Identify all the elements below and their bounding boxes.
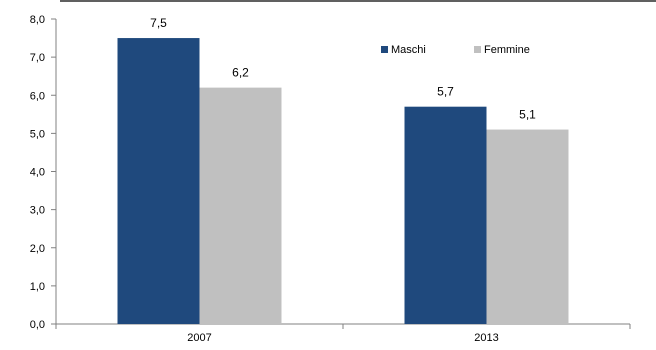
y-tick-label: 8,0 bbox=[30, 14, 45, 26]
bar-maschi-2007 bbox=[117, 38, 200, 324]
data-label: 7,5 bbox=[150, 16, 167, 30]
bar-maschi-2013 bbox=[404, 106, 487, 324]
x-axis: 2007 2013 bbox=[55, 323, 631, 344]
y-tick-label: 6,0 bbox=[30, 90, 45, 102]
y-tick-label: 5,0 bbox=[30, 128, 45, 140]
legend-label-maschi: Maschi bbox=[391, 44, 426, 56]
bar-femmine-2007 bbox=[199, 87, 282, 324]
legend-label-femmine: Femmine bbox=[484, 44, 530, 56]
data-label: 5,1 bbox=[519, 108, 536, 122]
y-tick-label: 4,0 bbox=[30, 167, 45, 179]
x-tick-label: 2013 bbox=[474, 332, 498, 344]
x-tick-label: 2007 bbox=[187, 332, 211, 344]
data-label: 6,2 bbox=[232, 66, 249, 80]
bars bbox=[117, 38, 569, 324]
data-labels: 7,5 6,2 5,7 5,1 bbox=[150, 16, 536, 122]
bar-femmine-2013 bbox=[486, 129, 569, 324]
y-tick-label: 0,0 bbox=[30, 319, 45, 331]
y-tick-label: 3,0 bbox=[30, 205, 45, 217]
legend: Maschi Femmine bbox=[381, 44, 530, 56]
legend-swatch-femmine bbox=[474, 46, 481, 53]
y-tick-label: 2,0 bbox=[30, 243, 45, 255]
y-tick-label: 1,0 bbox=[30, 281, 45, 293]
data-label: 5,7 bbox=[437, 85, 454, 99]
legend-swatch-maschi bbox=[381, 46, 388, 53]
y-tick-label: 7,0 bbox=[30, 52, 45, 64]
y-axis: 0,0 1,0 2,0 3,0 4,0 5,0 6,0 7,0 8,0 bbox=[30, 14, 57, 331]
